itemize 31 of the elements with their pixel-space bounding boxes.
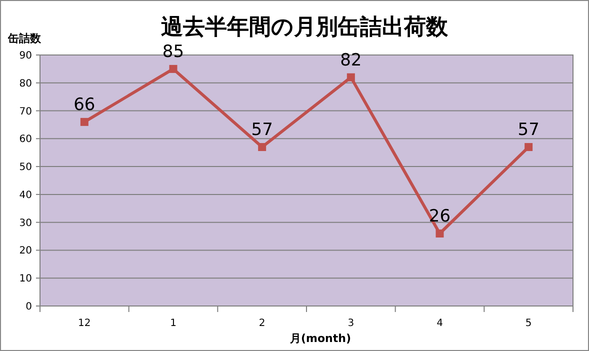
y-tick-label: 10: [19, 274, 32, 285]
data-label: 26: [428, 206, 451, 226]
x-tick-label: 5: [525, 318, 532, 329]
x-tick-label: 4: [436, 318, 443, 329]
data-label: 57: [518, 120, 540, 140]
y-axis-title: 缶詰数: [7, 32, 42, 45]
data-label: 66: [74, 94, 96, 115]
y-tick-label: 0: [26, 302, 32, 312]
chart-title: 過去半年間の月別缶詰出荷数: [161, 15, 449, 40]
point: [436, 229, 444, 238]
y-tick-label: 90: [19, 50, 32, 62]
data-label: 85: [162, 42, 184, 62]
data-label: 82: [340, 50, 362, 70]
y-tick-label: 50: [19, 162, 32, 174]
x-axis-title: 月(month): [289, 332, 351, 345]
point: [80, 118, 88, 126]
x-tick-label: 1: [170, 318, 176, 329]
y-tick-label: 30: [19, 218, 32, 229]
y-tick-label: 20: [19, 246, 32, 257]
y-tick-label: 70: [19, 106, 32, 118]
point: [258, 143, 266, 152]
point: [169, 64, 178, 73]
point: [346, 73, 355, 82]
x-tick-label: 12: [78, 318, 91, 329]
y-tick-label: 60: [19, 134, 32, 146]
x-tick-label: 3: [348, 318, 354, 329]
y-tick-label: 80: [19, 78, 32, 90]
data-label: 57: [251, 120, 273, 140]
y-tick-label: 40: [19, 190, 32, 201]
x-tick-label: 2: [258, 318, 266, 329]
point: [524, 143, 533, 152]
